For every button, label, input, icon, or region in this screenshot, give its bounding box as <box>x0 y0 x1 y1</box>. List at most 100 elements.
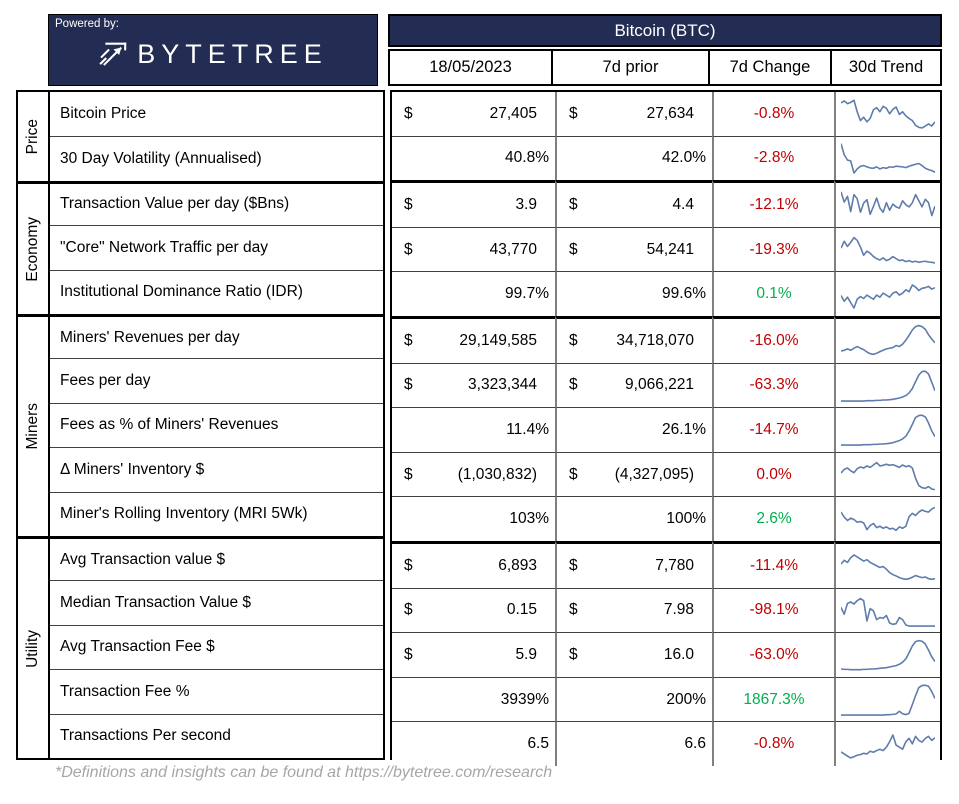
metric-name-text: Fees as % of Miners' Revenues <box>60 416 279 434</box>
powered-by-label: Powered by: <box>55 18 119 30</box>
change-percent: 0.1% <box>712 271 834 316</box>
currency-symbol: $ <box>404 240 413 258</box>
trend-cell <box>834 92 940 136</box>
metric-name: "Core" Network Traffic per day <box>50 225 383 270</box>
value-prior-text: 42.0% <box>662 149 706 167</box>
trend-sparkline <box>841 367 935 405</box>
value-prior-text: (4,327,095) <box>614 465 694 483</box>
currency-symbol: $ <box>404 645 413 663</box>
currency-symbol: $ <box>569 465 578 483</box>
value-prior-text: 4.4 <box>672 195 694 213</box>
change-percent: -98.1% <box>712 587 834 633</box>
metric-name: 30 Day Volatility (Annualised) <box>50 136 383 181</box>
trend-cell <box>834 587 940 633</box>
value-prior: 100% <box>555 496 712 541</box>
trend-cell <box>834 496 940 541</box>
value-current-text: 27,405 <box>489 104 537 122</box>
value-current-text: 0.15 <box>506 601 537 619</box>
value-current-text: 3.9 <box>515 195 537 213</box>
section-label-utility: Utility <box>18 536 50 758</box>
currency-symbol: $ <box>404 104 413 122</box>
metric-name: Transaction Fee % <box>50 669 383 714</box>
value-prior: $16.0 <box>555 632 712 677</box>
value-current: 99.7% <box>392 271 555 316</box>
column-header-30d-trend: 30d Trend <box>830 49 942 86</box>
trend-cell <box>834 451 940 497</box>
change-percent: -63.0% <box>712 632 834 677</box>
column-header-7d-prior: 7d prior <box>551 49 710 86</box>
currency-symbol: $ <box>404 195 413 213</box>
bytetree-brand-box: Powered by: BYTETREE <box>48 14 378 86</box>
metric-name: Miners' Revenues per day <box>50 314 383 359</box>
metric-name-text: Avg Transaction Fee $ <box>60 638 215 656</box>
metric-name: Institutional Dominance Ratio (IDR) <box>50 269 383 314</box>
change-percent: 1867.3% <box>712 676 834 722</box>
change-percent: -0.8% <box>712 92 834 136</box>
currency-symbol: $ <box>569 331 578 349</box>
section-label-text: Economy <box>24 216 41 282</box>
metric-name-text: Miner's Rolling Inventory (MRI 5Wk) <box>60 505 308 523</box>
value-prior-text: 7.98 <box>663 601 694 619</box>
trend-sparkline <box>841 725 935 763</box>
asset-title: Bitcoin (BTC) <box>388 14 942 47</box>
value-current: 103% <box>392 496 555 541</box>
value-current: 6.5 <box>392 721 555 766</box>
trend-cell <box>834 632 940 677</box>
value-prior-text: 7,780 <box>655 556 694 574</box>
metric-name-text: Transaction Fee % <box>60 682 190 700</box>
currency-symbol: $ <box>404 556 413 574</box>
value-prior: $9,066,221 <box>555 362 712 408</box>
column-header-row: 18/05/2023 7d prior 7d Change 30d Trend <box>388 49 942 86</box>
currency-symbol: $ <box>569 240 578 258</box>
currency-symbol: $ <box>569 104 578 122</box>
metric-name: Avg Transaction value $ <box>50 536 383 581</box>
trend-cell <box>834 226 940 272</box>
change-percent: 0.0% <box>712 451 834 497</box>
currency-symbol: $ <box>404 331 413 349</box>
bytetree-logo: BYTETREE <box>49 15 377 85</box>
value-prior-text: 54,241 <box>646 240 694 258</box>
value-prior: 99.6% <box>555 271 712 316</box>
trend-sparkline <box>841 681 935 719</box>
trend-sparkline <box>841 231 935 269</box>
metric-name: Bitcoin Price <box>50 92 383 137</box>
trend-sparkline <box>841 411 935 449</box>
column-header-date: 18/05/2023 <box>388 49 553 86</box>
metric-name: Median Transaction Value $ <box>50 580 383 625</box>
metric-name: Transaction Value per day ($Bns) <box>50 180 383 226</box>
value-prior: 200% <box>555 676 712 722</box>
value-current: $ (1,030,832) <box>392 451 555 497</box>
metric-name-text: 30 Day Volatility (Annualised) <box>60 150 262 168</box>
currency-symbol: $ <box>569 556 578 574</box>
value-prior: 6.6 <box>555 721 712 766</box>
value-current: 3939% <box>392 676 555 722</box>
change-percent: 2.6% <box>712 496 834 541</box>
value-prior-text: 99.6% <box>662 285 706 303</box>
trend-sparkline <box>841 547 935 585</box>
value-prior: $7,780 <box>555 540 712 588</box>
trend-sparkline <box>841 636 935 674</box>
value-prior: $54,241 <box>555 226 712 272</box>
value-prior-text: 16.0 <box>663 645 694 663</box>
column-header-7d-change: 7d Change <box>708 49 832 86</box>
metric-name: Fees as % of Miners' Revenues <box>50 402 383 448</box>
value-current: $0.15 <box>392 587 555 633</box>
value-current-text: 99.7% <box>505 285 549 303</box>
change-percent: -0.8% <box>712 721 834 766</box>
metric-name-text: Fees per day <box>60 372 151 390</box>
change-percent: -2.8% <box>712 135 834 181</box>
value-current: $6,893 <box>392 540 555 588</box>
value-current: $29,149,585 <box>392 315 555 363</box>
value-current-text: 40.8% <box>505 149 549 167</box>
change-percent: -12.1% <box>712 180 834 227</box>
value-current-text: 3,323,344 <box>468 376 537 394</box>
value-current-text: 29,149,585 <box>459 331 537 349</box>
trend-sparkline <box>841 95 935 133</box>
metric-name-text: Δ Miners' Inventory $ <box>60 460 205 478</box>
currency-symbol: $ <box>404 376 413 394</box>
value-prior-text: 26.1% <box>662 420 706 438</box>
currency-symbol: $ <box>569 601 578 619</box>
value-current-text: 6.5 <box>527 735 549 753</box>
change-percent: -14.7% <box>712 407 834 452</box>
